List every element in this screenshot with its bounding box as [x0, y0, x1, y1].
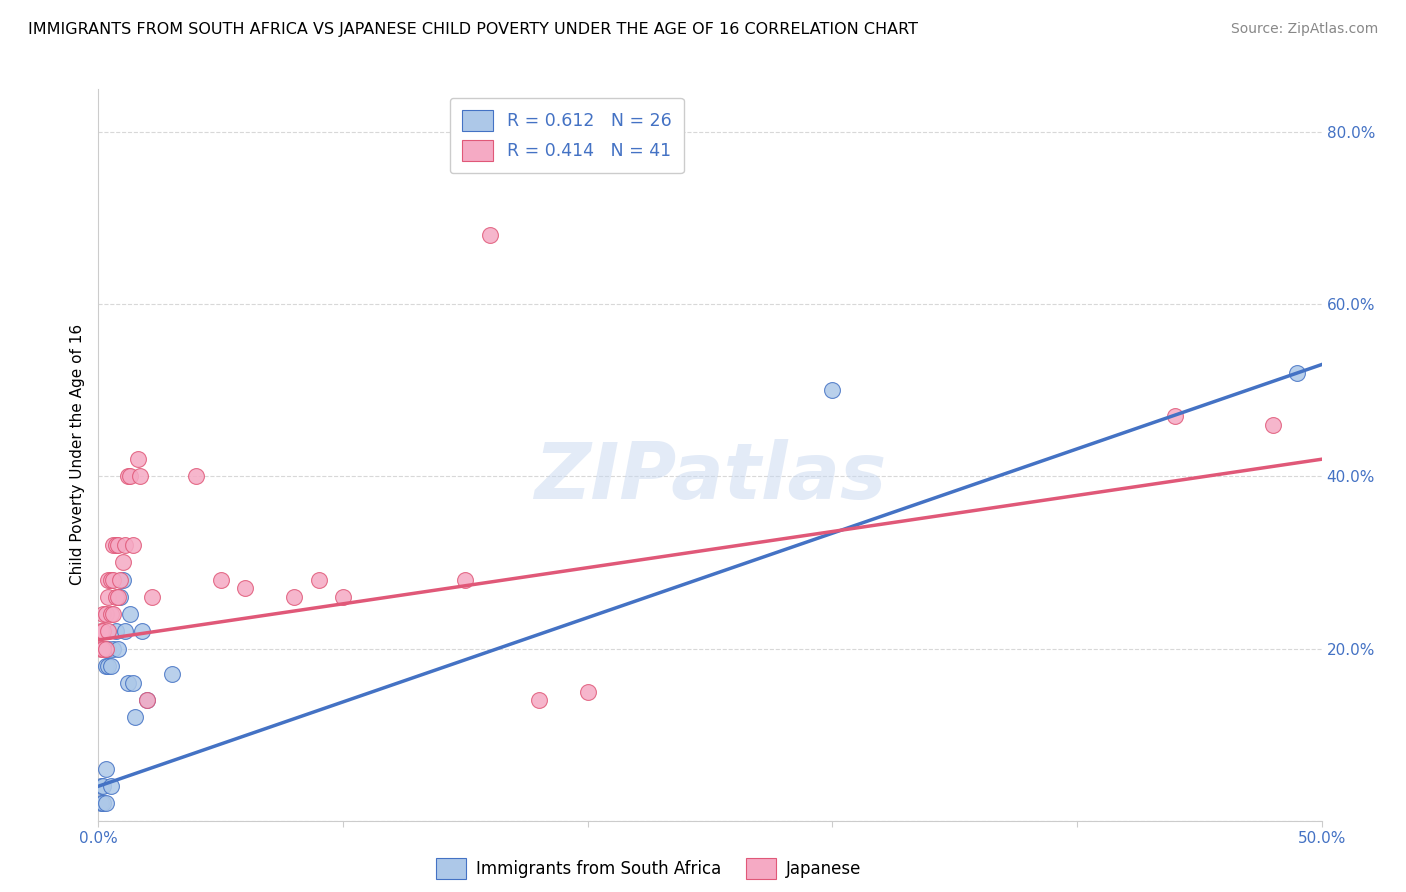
Point [97, 624, 120, 639]
Point [1164, 409, 1187, 424]
Point [129, 469, 152, 483]
Point [90, 797, 112, 811]
Point [94, 797, 117, 811]
Point [114, 624, 136, 639]
Point [100, 658, 122, 673]
Point [101, 573, 124, 587]
Point [160, 667, 183, 681]
Point [100, 573, 122, 587]
Point [114, 538, 136, 552]
Text: ZIPatlas: ZIPatlas [534, 439, 886, 515]
Point [107, 538, 129, 552]
Point [110, 590, 132, 604]
Point [111, 573, 134, 587]
Point [101, 641, 124, 656]
Point [101, 607, 124, 621]
Point [186, 469, 208, 483]
Point [94, 607, 117, 621]
Point [124, 710, 146, 724]
Point [104, 538, 127, 552]
Point [332, 590, 354, 604]
Point [283, 590, 305, 604]
Point [90, 624, 112, 639]
Point [454, 573, 477, 587]
Point [576, 684, 599, 698]
Point [97, 573, 120, 587]
Point [478, 228, 501, 243]
Point [97, 641, 120, 656]
Point [94, 762, 117, 776]
Point [131, 624, 153, 639]
Point [233, 582, 256, 596]
Point [107, 590, 129, 604]
Point [110, 573, 132, 587]
Point [97, 590, 120, 604]
Point [94, 658, 117, 673]
Point [90, 779, 112, 793]
Point [120, 607, 142, 621]
Point [141, 590, 163, 604]
Point [104, 590, 127, 604]
Point [121, 676, 143, 690]
Point [209, 573, 232, 587]
Point [90, 641, 112, 656]
Point [821, 384, 844, 398]
Point [91, 779, 114, 793]
Point [127, 452, 149, 467]
Point [100, 607, 122, 621]
Point [120, 469, 142, 483]
Point [101, 538, 124, 552]
Text: Source: ZipAtlas.com: Source: ZipAtlas.com [1230, 22, 1378, 37]
Y-axis label: Child Poverty Under the Age of 16: Child Poverty Under the Age of 16 [70, 325, 86, 585]
Point [91, 607, 114, 621]
Point [121, 538, 143, 552]
Point [91, 624, 114, 639]
Point [1286, 366, 1309, 380]
Point [107, 641, 129, 656]
Point [94, 641, 117, 656]
Point [1261, 417, 1284, 432]
Point [136, 693, 159, 707]
Point [308, 573, 330, 587]
Point [527, 693, 550, 707]
Point [136, 693, 159, 707]
Point [117, 676, 139, 690]
Point [104, 624, 127, 639]
Point [91, 797, 114, 811]
Point [117, 469, 139, 483]
Point [97, 658, 120, 673]
Text: IMMIGRANTS FROM SOUTH AFRICA VS JAPANESE CHILD POVERTY UNDER THE AGE OF 16 CORRE: IMMIGRANTS FROM SOUTH AFRICA VS JAPANESE… [28, 22, 918, 37]
Point [100, 779, 122, 793]
Legend: Immigrants from South Africa, Japanese: Immigrants from South Africa, Japanese [429, 852, 869, 886]
Point [111, 556, 134, 570]
Point [91, 641, 114, 656]
